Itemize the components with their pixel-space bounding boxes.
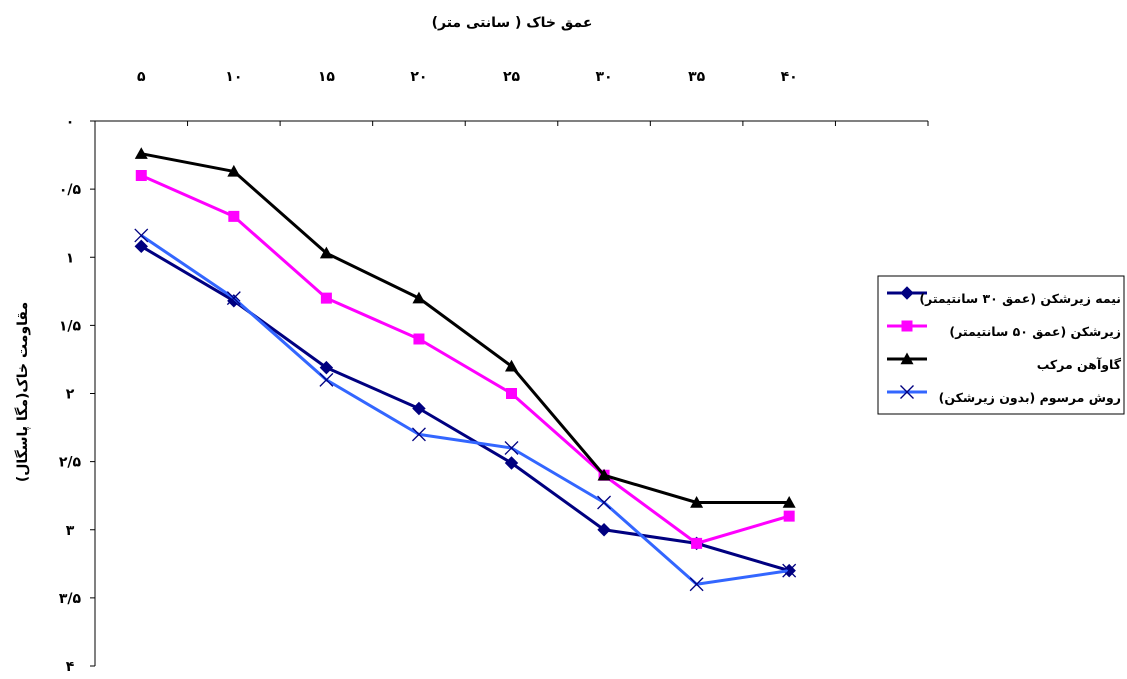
series-line [140, 245, 790, 573]
data-point [411, 427, 426, 442]
legend-box [877, 275, 1125, 415]
data-point [226, 291, 241, 306]
legend-label: روش مرسوم (بدون زیرشکن) [939, 390, 1121, 406]
data-point [597, 523, 611, 537]
legend-item: نیمه زیرشکن (عمق ۳۰ سانتیمتر) [887, 286, 1121, 306]
data-point [782, 563, 797, 578]
legend-label: زیرشکن (عمق ۵۰ سانتیمتر) [949, 324, 1121, 339]
x-tick-label: ۱۰ [225, 69, 242, 85]
marker-stroke [134, 228, 149, 243]
x-tick-labels: ۵ ۱۰ ۱۵ ۲۰ ۲۵ ۳۰ ۳۵ ۴۰ [137, 69, 798, 85]
y-tick-label: ۰ [66, 114, 75, 130]
data-point [135, 170, 147, 181]
series-2 [135, 170, 795, 549]
legend-item: روش مرسوم (بدون زیرشکن) [887, 385, 1121, 406]
series-line [140, 234, 790, 586]
data-point [413, 333, 425, 345]
y-axis-label: مقاومت خاک(مگا پاسگال) [14, 302, 31, 482]
legend-label: نیمه زیرشکن (عمق ۳۰ سانتیمتر) [919, 291, 1121, 306]
legend-item: گاوآهن مرکب [887, 352, 1122, 372]
data-point [228, 210, 240, 222]
chart-title: عمق خاک ( سانتی متر) [432, 15, 593, 31]
series-1 [134, 239, 796, 578]
marker-stroke [597, 495, 612, 510]
data-point [319, 360, 334, 375]
y-tick-label: ۳/۵ [59, 591, 82, 607]
legend-marker [900, 286, 914, 300]
axes [90, 120, 929, 667]
x-tick-label: ۲۰ [410, 69, 427, 85]
data-point [691, 537, 703, 549]
legend-item: زیرشکن (عمق ۵۰ سانتیمتر) [887, 320, 1121, 339]
y-tick-label: ۳ [66, 523, 75, 539]
data-point [412, 401, 426, 416]
series-line [140, 152, 790, 504]
y-tick-label: ۱/۵ [59, 318, 82, 334]
legend-marker [900, 352, 914, 365]
x-tick-label: ۵ [137, 69, 146, 85]
data-point [320, 292, 332, 304]
legend-label: گاوآهن مرکب [1037, 357, 1122, 372]
data-point [597, 495, 612, 510]
legend: نیمه زیرشکن (عمق ۳۰ سانتیمتر) زیرشکن (عمق… [877, 275, 1125, 415]
series-lines [134, 147, 797, 592]
marker-stroke [319, 372, 334, 387]
data-point [505, 359, 518, 372]
series-3 [134, 147, 796, 508]
y-tick-label: ۲/۵ [59, 455, 82, 471]
data-point [783, 510, 795, 522]
y-tick-label: ۴ [66, 659, 75, 675]
data-point [319, 246, 333, 259]
data-point [319, 372, 334, 387]
series-4 [134, 228, 797, 592]
data-point [689, 577, 704, 592]
x-tick-label: ۲۵ [503, 69, 521, 85]
y-tick-label: ۱ [66, 250, 75, 266]
legend-marker [900, 385, 914, 399]
marker-stroke [226, 291, 241, 306]
marker-stroke [900, 385, 914, 399]
data-point [782, 496, 796, 508]
data-point [690, 496, 704, 508]
marker-stroke [782, 563, 797, 578]
data-point [597, 468, 611, 481]
y-tick-label: ۰/۵ [59, 182, 82, 198]
x-tick-label: ۱۵ [318, 69, 336, 85]
y-tick-labels: ۰ ۰/۵ ۱ ۱/۵ ۲ ۲/۵ ۳ ۳/۵ ۴ [59, 114, 82, 675]
data-point [506, 388, 517, 399]
data-point [134, 147, 148, 159]
marker-stroke [689, 577, 704, 592]
y-tick-label: ۲ [66, 387, 75, 403]
x-tick-label: ۳۰ [596, 69, 613, 85]
data-point [227, 164, 241, 177]
data-point [134, 239, 148, 254]
data-point [412, 291, 426, 304]
data-point [134, 228, 149, 243]
series-line [140, 174, 790, 545]
legend-marker [901, 320, 913, 332]
marker-stroke [411, 427, 426, 442]
data-point [504, 456, 519, 470]
x-tick-label: ۴۰ [781, 69, 798, 85]
marker-stroke [504, 441, 519, 455]
data-point [504, 441, 519, 455]
x-tick-label: ۳۵ [688, 69, 706, 85]
